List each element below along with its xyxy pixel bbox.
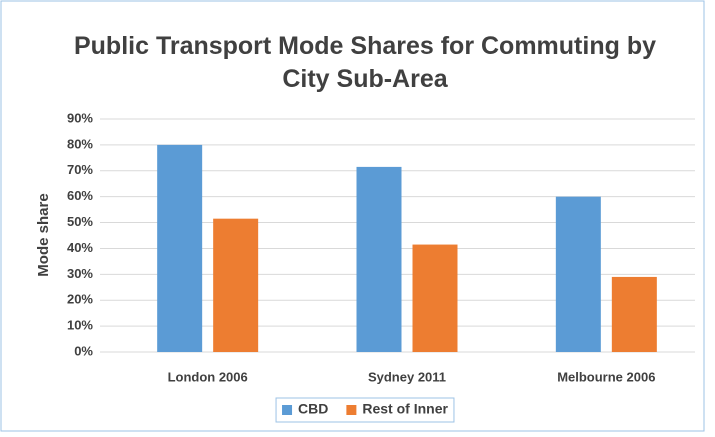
legend-swatch bbox=[282, 405, 293, 415]
y-tick-label: 40% bbox=[67, 240, 93, 255]
bar bbox=[412, 244, 458, 352]
legend-label: CBD bbox=[298, 401, 328, 417]
y-tick-label: 10% bbox=[67, 318, 93, 333]
legend-label: Rest of Inner bbox=[362, 401, 448, 417]
y-axis-label: Mode share bbox=[35, 193, 52, 276]
y-tick-label: 60% bbox=[67, 188, 93, 203]
chart-title: Public Transport Mode Shares for Commuti… bbox=[73, 32, 656, 93]
bar bbox=[555, 196, 601, 352]
bar bbox=[157, 144, 203, 352]
bar bbox=[213, 218, 259, 352]
y-tick-label: 90% bbox=[67, 110, 93, 125]
y-tick-label: 30% bbox=[67, 266, 93, 281]
y-tick-label: 70% bbox=[67, 162, 93, 177]
y-tick-label: 0% bbox=[74, 343, 93, 358]
x-tick-label: Melbourne 2006 bbox=[557, 369, 655, 384]
bar bbox=[611, 276, 657, 352]
y-tick-label: 50% bbox=[67, 214, 93, 229]
bar bbox=[356, 166, 402, 352]
x-tick-label: London 2006 bbox=[168, 369, 248, 384]
x-tick-label: Sydney 2011 bbox=[368, 369, 446, 384]
legend-box bbox=[275, 397, 455, 423]
y-tick-label: 80% bbox=[67, 136, 93, 151]
y-tick-label: 20% bbox=[67, 292, 93, 307]
legend-swatch bbox=[346, 405, 357, 415]
chart-border bbox=[0, 0, 705, 432]
